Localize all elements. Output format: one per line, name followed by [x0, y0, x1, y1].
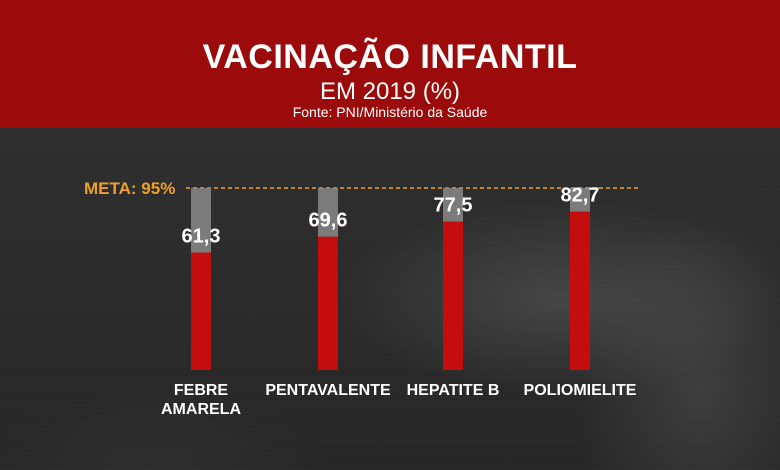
- value-label: 77,5: [434, 195, 473, 217]
- header-banner: VACINAÇÃO INFANTIL EM 2019 (%) Fonte: PN…: [0, 0, 780, 128]
- chart-title: VACINAÇÃO INFANTIL: [202, 38, 578, 76]
- bar: [318, 236, 338, 370]
- value-label: 69,6: [309, 210, 348, 232]
- value-label: 61,3: [182, 226, 221, 248]
- category-label: PENTAVALENTE: [265, 382, 391, 399]
- bar: [191, 252, 211, 370]
- category-label: HEPATITE B: [407, 382, 500, 399]
- category-label: FEBRE: [174, 382, 229, 399]
- value-label: 82,7: [561, 185, 600, 207]
- bar: [443, 221, 463, 370]
- bar: [570, 211, 590, 370]
- meta-label: META: 95%: [84, 179, 175, 198]
- source-note: Fonte: PNI/Ministério da Saúde: [292, 104, 488, 120]
- background-photo: [0, 128, 780, 470]
- chart-subtitle: EM 2019 (%): [319, 78, 461, 105]
- category-label: AMARELA: [161, 401, 241, 418]
- category-label: POLIOMIELITE: [524, 382, 637, 399]
